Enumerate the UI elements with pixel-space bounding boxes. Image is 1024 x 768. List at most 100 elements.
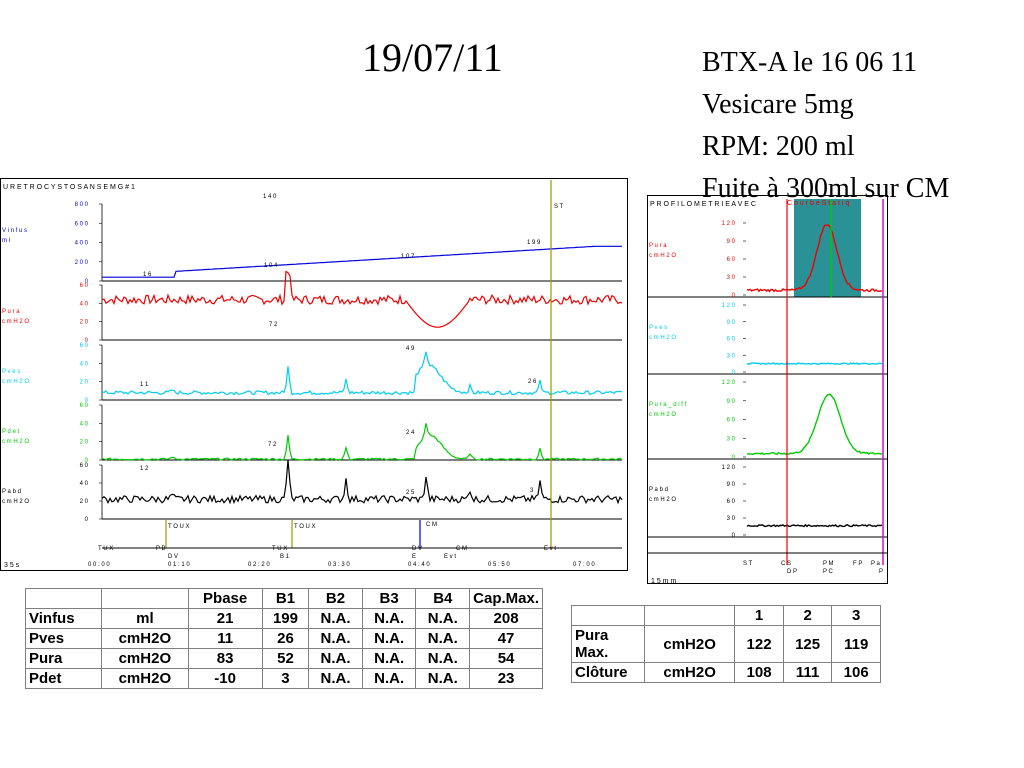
table-header-row: 1 2 3	[571, 605, 881, 626]
unit-cell: ml	[101, 608, 189, 629]
y-tick-label: 6 0	[80, 283, 89, 289]
table-row: Pves cmH2O 11 26 N.A. N.A. N.A. 47	[24, 628, 543, 649]
header-cell: B3	[361, 588, 417, 609]
event-label: D P	[787, 569, 797, 575]
header-cell: 2	[782, 605, 833, 626]
row-label: Pura	[24, 648, 103, 669]
table-header-row: Pbase B1 B2 B3 B4 Cap.Max.	[24, 588, 543, 609]
time-tick-label: 0 0 : 0 0	[88, 562, 110, 568]
annotation-label: 3	[530, 488, 534, 494]
y-tick-label: 1 2 0	[722, 221, 736, 227]
time-tick-label: 0 5 : 5 0	[488, 562, 510, 568]
value-cell: 47	[469, 628, 543, 649]
y-tick-label: 2 0	[80, 320, 89, 326]
pabd-profile-trace	[746, 523, 883, 528]
pves-trace	[101, 351, 623, 396]
header-cell: 1	[734, 605, 784, 626]
header-cell: B2	[308, 588, 363, 609]
annotation-label: 1 0 7	[401, 254, 415, 260]
value-cell: N.A.	[308, 648, 363, 669]
y-tick-label: 3 0	[727, 353, 736, 359]
unit-cell: cmH2O	[643, 625, 736, 663]
note-line: Vesicare 5mg	[702, 89, 854, 120]
y-tick-label: 6 0	[727, 418, 736, 424]
value-cell: 54	[469, 648, 543, 669]
value-cell: 26	[261, 628, 310, 649]
panel-label: P a b d	[2, 489, 21, 495]
header-cell: Pbase	[187, 588, 263, 609]
panel-label: c m H 2 O	[2, 499, 29, 505]
y-tick-label: 3 0	[727, 275, 736, 281]
table-row: Pura cmH2O 83 52 N.A. N.A. N.A. 54	[24, 648, 543, 669]
y-tick-label: 2 0 0	[75, 260, 89, 266]
y-tick-label: 0	[85, 458, 89, 464]
y-tick-label: 4 0	[80, 361, 89, 367]
annotation-label: 1 1	[140, 382, 149, 388]
static-curve-zone	[794, 199, 861, 297]
slide-title: 19/07/11	[362, 35, 503, 80]
annotation-label: 1 2	[140, 466, 149, 472]
y-tick-label: 1 2 0	[722, 465, 736, 471]
value-cell: 208	[469, 608, 543, 629]
panel-label: P a b d	[649, 487, 668, 493]
header-cell: B1	[261, 588, 310, 609]
y-tick-label: 0	[85, 279, 89, 285]
y-tick-label: 9 0	[727, 399, 736, 405]
value-cell: N.A.	[415, 648, 471, 669]
annotation-label: 2 4	[406, 430, 415, 436]
event-label: T U X	[272, 546, 287, 552]
value-cell: 108	[734, 662, 784, 683]
y-tick-label: 0	[732, 293, 736, 299]
value-cell: -10	[187, 668, 263, 689]
annotation-label: 2 6	[528, 379, 537, 385]
event-label: T O U X	[168, 524, 190, 530]
value-cell: N.A.	[308, 608, 363, 629]
value-cell: N.A.	[361, 628, 417, 649]
row-label: Clôture	[571, 662, 645, 683]
time-tick-label: 0 4 : 4 0	[408, 562, 430, 568]
unit-cell: cmH2O	[643, 662, 736, 683]
value-cell: 23	[469, 668, 543, 689]
vinfus-trace	[102, 245, 622, 278]
time-tick-label: 0 7 : 0 0	[573, 562, 595, 568]
event-label: S T	[743, 561, 753, 567]
panel-label: c m H 2 O	[649, 412, 676, 418]
y-tick-label: 0	[85, 517, 89, 523]
value-cell: 199	[261, 608, 310, 629]
value-cell: 83	[187, 648, 263, 669]
y-tick-label: 9 0	[727, 320, 736, 326]
panel-label: c m H 2 O	[2, 379, 29, 385]
event-label: C S	[781, 561, 791, 567]
time-tick-label: 0 2 : 2 0	[248, 562, 270, 568]
y-tick-label: 0	[732, 533, 736, 539]
annotation-label: 1 9 9	[527, 240, 541, 246]
y-tick-label: 6 0	[80, 403, 89, 409]
chart-title: P R O F I L O M E T R I E A V E C	[650, 201, 756, 208]
results-table: Pbase B1 B2 B3 B4 Cap.Max. Vinfus ml 21 …	[24, 588, 543, 689]
row-label: Vinfus	[24, 608, 103, 629]
pura-profile-trace	[746, 224, 883, 293]
event-label: P M	[823, 561, 834, 567]
y-tick-label: 0	[85, 398, 89, 404]
profilometry-chart: P R O F I L O M E T R I E A V E C C o u …	[647, 195, 888, 585]
event-label: P a	[871, 561, 881, 567]
event-label: C M	[456, 546, 467, 552]
y-tick-label: 6 0	[80, 343, 89, 349]
panel-label: P u r a	[2, 309, 20, 315]
value-cell: N.A.	[361, 648, 417, 669]
event-label: D V	[168, 554, 178, 560]
y-tick-label: 4 0	[80, 481, 89, 487]
annotation-label: 7 2	[269, 322, 278, 328]
pves-profile-trace	[747, 362, 883, 366]
panel-label: c m H 2 O	[649, 335, 676, 341]
event-label: E	[412, 554, 416, 560]
time-tick-label: 0 3 : 3 0	[328, 562, 350, 568]
panel-label: P v e s	[649, 325, 667, 331]
table-row: Vinfus ml 21 199 N.A. N.A. N.A. 208	[24, 608, 543, 629]
value-cell: N.A.	[308, 628, 363, 649]
row-label: Pdet	[24, 668, 103, 689]
note-line: RPM: 200 ml	[702, 131, 855, 162]
value-cell: 3	[261, 668, 310, 689]
value-cell: 11	[187, 628, 263, 649]
panel-label: P d e t	[2, 429, 20, 435]
